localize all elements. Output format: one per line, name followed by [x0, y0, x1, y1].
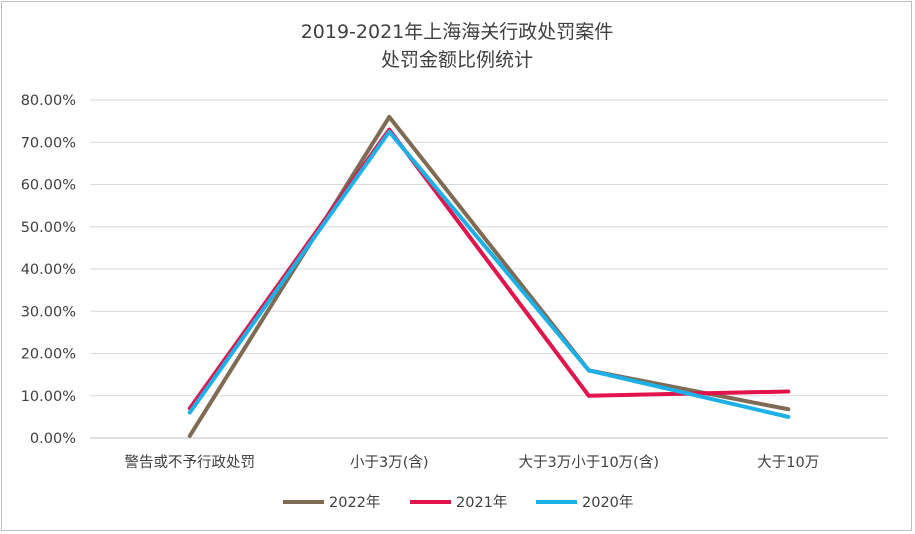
legend-label: 2020年 — [582, 494, 633, 511]
x-tick-label: 大于3万小于10万(含) — [519, 454, 660, 471]
x-tick-label: 小于3万(含) — [350, 454, 429, 471]
series-line-2 — [187, 129, 791, 419]
y-tick-label: 80.00% — [21, 93, 76, 109]
legend: 2022年 2021年 2020年 — [283, 494, 633, 511]
y-tick-label: 0.00% — [30, 431, 76, 447]
x-tick-label: 警告或不予行政处罚 — [125, 454, 256, 471]
y-tick-label: 70.00% — [21, 135, 76, 151]
y-tick-label: 50.00% — [21, 220, 76, 236]
chart-title-line2: 处罚金额比例统计 — [381, 49, 533, 71]
y-tick-label: 60.00% — [21, 178, 76, 194]
legend-label: 2021年 — [456, 494, 507, 511]
y-tick-label: 30.00% — [21, 304, 76, 320]
y-tick-label: 10.00% — [21, 389, 76, 405]
series-line-0 — [187, 114, 791, 438]
y-tick-label: 20.00% — [21, 347, 76, 363]
grid-lines — [90, 99, 888, 439]
series-lines — [187, 114, 791, 438]
x-tick-label: 大于10万 — [757, 454, 819, 471]
chart-title-line1: 2019-2021年上海海关行政处罚案件 — [301, 21, 614, 43]
x-axis-tick-labels: 警告或不予行政处罚 小于3万(含) 大于3万小于10万(含) 大于10万 — [125, 454, 820, 471]
y-tick-label: 40.00% — [21, 262, 76, 278]
y-axis-tick-labels: 0.00% 10.00% 20.00% 30.00% 40.00% 50.00% 60.00… — [21, 93, 76, 447]
legend-label: 2022年 — [329, 494, 380, 511]
